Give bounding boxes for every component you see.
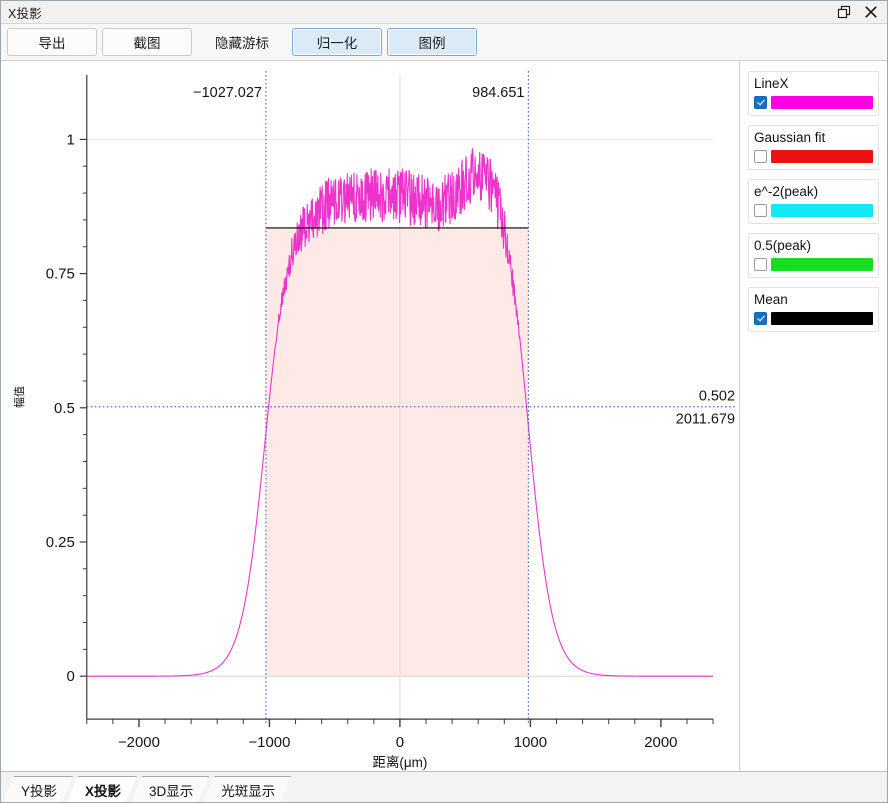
legend-swatch-gaussian-fit xyxy=(771,150,873,163)
legend-item-half-peak[interactable]: 0.5(peak) xyxy=(748,233,879,278)
screenshot-button[interactable]: 截图 xyxy=(102,28,192,56)
legend-item-linex[interactable]: LineX xyxy=(748,71,879,116)
tab-3d-display[interactable]: 3D显示 xyxy=(131,776,209,802)
legend-label: e^-2(peak) xyxy=(754,184,819,199)
tab-bar: Y投影 X投影 3D显示 光斑显示 xyxy=(1,771,887,802)
linex-series xyxy=(86,148,714,677)
cursor-left-label: −1027.027 xyxy=(193,85,262,101)
legend-row xyxy=(754,258,873,271)
integration-fill xyxy=(265,227,529,677)
legend-item-e-2-peak[interactable]: e^-2(peak) xyxy=(748,179,879,224)
projection-chart[interactable]: 0 0.25 0.5 0.75 1 −2000 −1000 0 1000 2000 −1027.… xyxy=(1,61,739,771)
legend-panel: LineX Gaussian fit e^-2(peak) xyxy=(740,61,887,771)
svg-text:0: 0 xyxy=(396,734,404,751)
legend-swatch-mean xyxy=(771,312,873,325)
legend-label: Mean xyxy=(754,292,788,307)
svg-text:0.25: 0.25 xyxy=(46,534,75,551)
tab-spot-display[interactable]: 光斑显示 xyxy=(203,776,291,802)
svg-text:1: 1 xyxy=(66,131,74,148)
tab-label: X投影 xyxy=(85,783,122,799)
tab-x-projection[interactable]: X投影 xyxy=(67,776,137,802)
svg-text:0.5: 0.5 xyxy=(54,400,75,417)
svg-text:−2000: −2000 xyxy=(118,734,160,751)
legend-checkbox-e-2-peak[interactable] xyxy=(754,204,767,217)
legend-row xyxy=(754,150,873,163)
main-content: 0 0.25 0.5 0.75 1 −2000 −1000 0 1000 2000 −1027.… xyxy=(1,61,887,771)
svg-text:0.75: 0.75 xyxy=(46,266,75,283)
cursor-right-label: 984.651 xyxy=(472,85,524,101)
legend-label: 0.5(peak) xyxy=(754,238,812,253)
legend-swatch-half-peak xyxy=(771,258,873,271)
plot-area[interactable]: 0 0.25 0.5 0.75 1 −2000 −1000 0 1000 2000 −1027.… xyxy=(1,61,740,771)
x-axis-ticks: −2000 −1000 0 1000 2000 xyxy=(86,719,714,751)
cursors[interactable] xyxy=(86,70,736,724)
window-controls xyxy=(836,4,883,21)
export-button[interactable]: 导出 xyxy=(7,28,97,56)
title-bar: X投影 xyxy=(1,1,887,24)
legend-checkbox-mean[interactable] xyxy=(754,312,767,325)
svg-text:1000: 1000 xyxy=(514,734,547,751)
legend-button[interactable]: 图例 xyxy=(387,28,477,56)
legend-label: LineX xyxy=(754,76,789,91)
legend-swatch-e-2-peak xyxy=(771,204,873,217)
tab-label: 3D显示 xyxy=(149,783,194,799)
x-axis-label: 距离(μm) xyxy=(373,754,428,770)
hide-cursor-button[interactable]: 隐藏游标 xyxy=(197,28,287,56)
svg-text:2000: 2000 xyxy=(644,734,677,751)
toolbar: 导出 截图 隐藏游标 归一化 图例 xyxy=(1,24,887,61)
restore-window-icon[interactable] xyxy=(836,4,853,21)
legend-row xyxy=(754,312,873,325)
legend-label: Gaussian fit xyxy=(754,130,826,145)
cursor-y-label: 0.502 xyxy=(699,389,735,405)
svg-text:0: 0 xyxy=(66,668,74,685)
legend-row xyxy=(754,204,873,217)
cursor-width-label: 2011.679 xyxy=(676,412,735,428)
tab-label: 光斑显示 xyxy=(221,783,276,799)
legend-checkbox-half-peak[interactable] xyxy=(754,258,767,271)
tab-label: Y投影 xyxy=(21,783,58,799)
legend-item-gaussian-fit[interactable]: Gaussian fit xyxy=(748,125,879,170)
legend-item-mean[interactable]: Mean xyxy=(748,287,879,332)
y-axis-ticks: 0 0.25 0.5 0.75 1 xyxy=(46,131,87,685)
tab-y-projection[interactable]: Y投影 xyxy=(3,776,73,802)
legend-row xyxy=(754,96,873,109)
y-axis-label: 幅值 xyxy=(13,386,26,408)
window-title: X投影 xyxy=(8,6,42,21)
legend-swatch-linex xyxy=(771,96,873,109)
svg-text:−1000: −1000 xyxy=(248,734,290,751)
legend-checkbox-linex[interactable] xyxy=(754,96,767,109)
legend-checkbox-gaussian-fit[interactable] xyxy=(754,150,767,163)
normalize-button[interactable]: 归一化 xyxy=(292,28,382,56)
close-icon[interactable] xyxy=(862,4,879,21)
